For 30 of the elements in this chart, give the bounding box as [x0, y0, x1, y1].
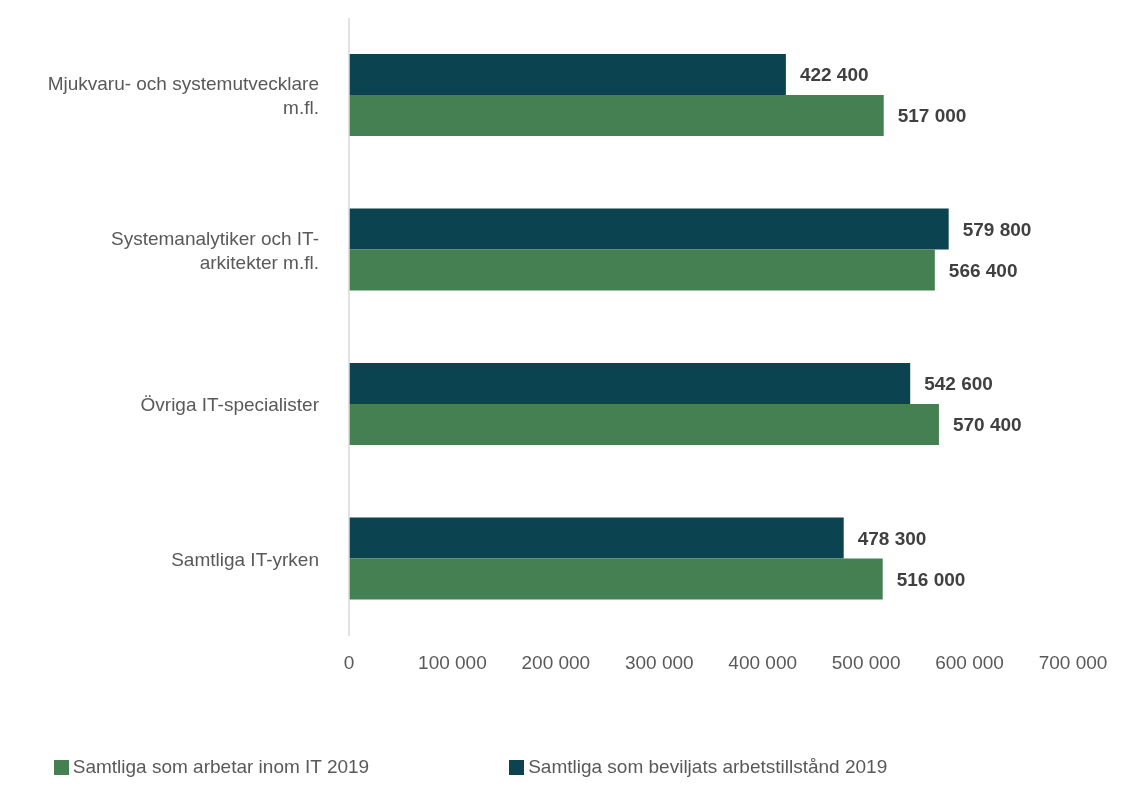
bar — [349, 517, 844, 559]
bar — [349, 363, 911, 404]
y-tick-label: Samtliga IT-yrken — [171, 548, 319, 570]
y-tick-label: Systemanalytiker och IT-arkitekter m.fl. — [110, 227, 319, 273]
bar — [349, 404, 939, 445]
x-tick-label: 400 000 — [728, 652, 798, 674]
y-tick-label: Övriga IT-specialister — [140, 393, 320, 415]
x-tick-label: 100 000 — [418, 652, 487, 674]
x-tick-label: 300 000 — [624, 652, 694, 674]
data-label: 570 400 — [952, 414, 1022, 436]
bar — [349, 95, 884, 136]
x-tick-label: 700 000 — [1038, 652, 1108, 674]
data-label: 517 000 — [897, 105, 967, 127]
legend-label: Samtliga som beviljats arbetstillstånd 2019 — [528, 756, 888, 777]
bar — [349, 558, 883, 600]
x-tick-label: 200 000 — [521, 652, 591, 674]
data-label: 422 400 — [799, 64, 869, 86]
data-label: 478 300 — [857, 527, 927, 549]
legend-label: Samtliga som arbetar inom IT 2019 — [72, 756, 370, 777]
x-tick-label: 0 — [343, 652, 355, 674]
data-label: 542 600 — [924, 373, 993, 395]
bar — [349, 208, 949, 250]
data-label: 566 400 — [948, 259, 1018, 281]
x-tick-label: 600 000 — [935, 652, 1004, 674]
y-tick-label: Mjukvaru- och systemutvecklare m.fl. — [47, 72, 319, 118]
data-label: 516 000 — [896, 568, 966, 590]
bar — [349, 54, 786, 95]
x-tick-label: 500 000 — [831, 652, 901, 674]
data-label: 579 800 — [962, 218, 1032, 240]
bar — [349, 249, 935, 291]
